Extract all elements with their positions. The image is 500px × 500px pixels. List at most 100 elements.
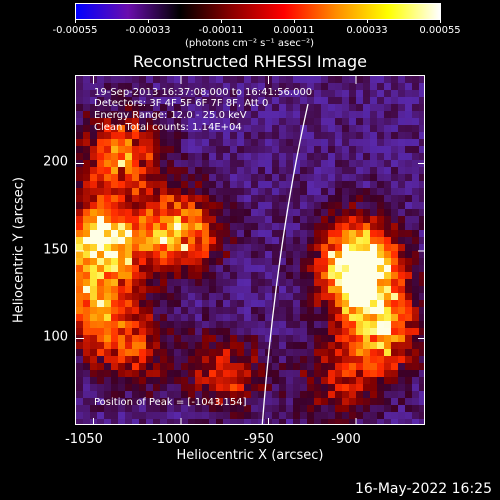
heatmap-cell: [104, 391, 111, 398]
heatmap-cell: [90, 181, 97, 188]
heatmap-cell: [209, 153, 216, 160]
heatmap-cell: [209, 132, 216, 139]
heatmap-cell: [342, 153, 349, 160]
heatmap-cell: [244, 244, 251, 251]
heatmap-cell: [146, 244, 153, 251]
heatmap-cell: [349, 321, 356, 328]
heatmap-cell: [174, 195, 181, 202]
heatmap-cell: [167, 83, 174, 90]
heatmap-cell: [153, 342, 160, 349]
heatmap-cell: [272, 160, 279, 167]
heatmap-cell: [419, 76, 424, 83]
heatmap-cell: [132, 146, 139, 153]
heatmap-cell: [244, 412, 251, 419]
heatmap-cell: [216, 153, 223, 160]
heatmap-cell: [202, 139, 209, 146]
heatmap-cell: [174, 146, 181, 153]
heatmap-cell: [286, 363, 293, 370]
heatmap-cell: [111, 188, 118, 195]
heatmap-cell: [370, 167, 377, 174]
heatmap-cell: [307, 216, 314, 223]
heatmap-cell: [237, 307, 244, 314]
heatmap-cell: [279, 307, 286, 314]
heatmap-cell: [328, 188, 335, 195]
heatmap-cell: [419, 405, 424, 412]
heatmap-cell: [167, 419, 174, 424]
heatmap-cell: [202, 391, 209, 398]
heatmap-cell: [167, 335, 174, 342]
heatmap-cell: [286, 398, 293, 405]
heatmap-cell: [230, 160, 237, 167]
heatmap-cell: [216, 342, 223, 349]
heatmap-cell: [384, 342, 391, 349]
heatmap-cell: [265, 216, 272, 223]
heatmap-cell: [237, 363, 244, 370]
heatmap-cell: [244, 174, 251, 181]
heatmap-cell: [370, 251, 377, 258]
heatmap-cell: [349, 167, 356, 174]
heatmap-cell: [195, 104, 202, 111]
heatmap-cell: [125, 132, 132, 139]
heatmap-cell: [272, 265, 279, 272]
heatmap-cell: [237, 118, 244, 125]
heatmap-cell: [209, 300, 216, 307]
heatmap-cell: [125, 83, 132, 90]
heatmap-cell: [244, 97, 251, 104]
heatmap-cell: [90, 223, 97, 230]
heatmap-cell: [195, 174, 202, 181]
heatmap-cell: [146, 279, 153, 286]
heatmap-cell: [153, 223, 160, 230]
heatmap-cell: [237, 412, 244, 419]
heatmap-cell: [118, 335, 125, 342]
heatmap-cell: [377, 286, 384, 293]
heatmap-cell: [160, 90, 167, 97]
heatmap-cell: [384, 300, 391, 307]
heatmap-cell: [223, 356, 230, 363]
heatmap-cell: [160, 111, 167, 118]
heatmap-cell: [335, 279, 342, 286]
heatmap-cell: [160, 237, 167, 244]
heatmap-cell: [237, 139, 244, 146]
heatmap-cell: [160, 293, 167, 300]
heatmap-cell: [321, 160, 328, 167]
heatmap-cell: [181, 195, 188, 202]
heatmap-cell: [188, 209, 195, 216]
heatmap-cell: [265, 398, 272, 405]
heatmap-cell: [314, 139, 321, 146]
heatmap-cell: [307, 314, 314, 321]
heatmap-cell: [139, 223, 146, 230]
heatmap-cell: [384, 321, 391, 328]
colorbar-tick-mark: [294, 20, 295, 23]
heatmap-cell: [125, 118, 132, 125]
heatmap-cell: [230, 97, 237, 104]
heatmap-cell: [223, 286, 230, 293]
heatmap-cell: [398, 153, 405, 160]
heatmap-cell: [195, 307, 202, 314]
heatmap-cell: [321, 370, 328, 377]
heatmap-cell: [398, 132, 405, 139]
heatmap-cell: [384, 384, 391, 391]
heatmap-cell: [244, 377, 251, 384]
heatmap-cell: [363, 195, 370, 202]
heatmap-cell: [272, 97, 279, 104]
heatmap-cell: [272, 342, 279, 349]
heatmap-cell: [195, 188, 202, 195]
heatmap-cell: [125, 111, 132, 118]
heatmap-cell: [293, 104, 300, 111]
heatmap-cell: [321, 181, 328, 188]
heatmap-cell: [83, 76, 90, 83]
heatmap-cell: [405, 97, 412, 104]
heatmap-cell: [90, 251, 97, 258]
heatmap-cell: [314, 244, 321, 251]
heatmap-cell: [125, 160, 132, 167]
heatmap-cell: [104, 258, 111, 265]
heatmap-cell: [139, 349, 146, 356]
heatmap-cell: [139, 377, 146, 384]
heatmap-cell: [272, 335, 279, 342]
heatmap-cell: [286, 174, 293, 181]
heatmap-cell: [405, 125, 412, 132]
heatmap-cell: [405, 195, 412, 202]
heatmap-cell: [118, 258, 125, 265]
heatmap-cell: [132, 391, 139, 398]
heatmap-cell: [216, 160, 223, 167]
